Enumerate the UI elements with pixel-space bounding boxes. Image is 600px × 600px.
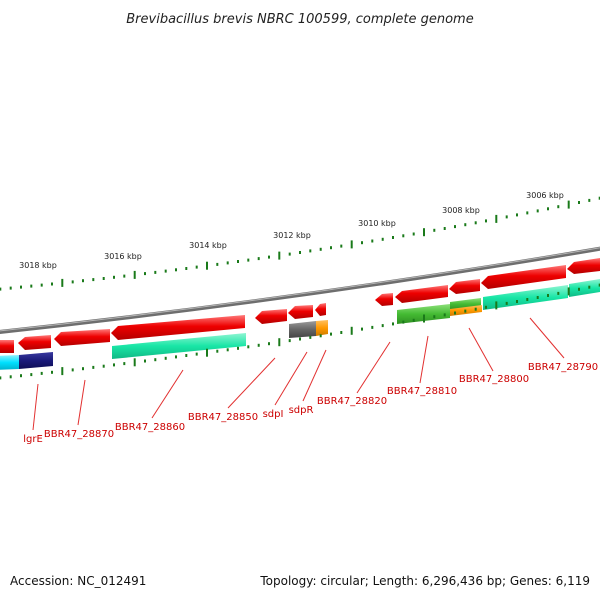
gene-labels: lgrE BBR47_28870 BBR47_28860 BBR47_28850… xyxy=(23,362,598,445)
genome-backbone-highlight xyxy=(0,247,600,332)
accession-text: Accession: NC_012491 xyxy=(10,574,146,588)
label-line-28810 xyxy=(419,335,429,384)
gene-arrow-lgrE[interactable] xyxy=(0,340,14,353)
gene-label-28870[interactable]: BBR47_28870 xyxy=(44,429,114,440)
map-title: Brevibacillus brevis NBRC 100599, comple… xyxy=(126,12,473,27)
genome-backbone xyxy=(0,246,600,334)
gene-label-sdpI[interactable]: sdpI xyxy=(263,409,284,420)
gene-label-28790[interactable]: BBR47_28790 xyxy=(528,362,598,373)
cds-cyan[interactable] xyxy=(0,355,19,370)
gene-arrow-28810[interactable] xyxy=(395,285,448,303)
cds-orange-sdpR[interactable] xyxy=(316,320,328,336)
gene-arrow-28870[interactable] xyxy=(54,329,110,346)
gene-label-28820[interactable]: BBR47_28820 xyxy=(317,396,387,407)
gene-label-28850[interactable]: BBR47_28850 xyxy=(188,412,258,423)
ruler-ticks xyxy=(0,196,600,291)
cds-track xyxy=(0,279,600,370)
cds-teal-28790[interactable] xyxy=(483,285,568,310)
label-line-28860 xyxy=(151,369,184,419)
cds-teal-28860[interactable] xyxy=(112,333,246,359)
label-line-lgrE xyxy=(32,383,39,431)
cds-navy[interactable] xyxy=(19,352,53,369)
label-line-28800 xyxy=(468,327,494,372)
gene-arrow-28850[interactable] xyxy=(255,309,287,324)
gene-arrow-28880[interactable] xyxy=(18,335,51,350)
ruler-label-3010: 3010 kbp xyxy=(358,219,396,228)
gene-label-28800[interactable]: BBR47_28800 xyxy=(459,374,529,385)
label-line-28850 xyxy=(227,357,276,409)
label-line-28790 xyxy=(529,317,565,359)
gene-arrow-sdpI[interactable] xyxy=(288,305,313,319)
cds-teal-28780[interactable] xyxy=(569,279,600,297)
ruler-label-3008: 3008 kbp xyxy=(442,206,480,215)
gene-arrow-28780[interactable] xyxy=(567,258,600,274)
ruler-label-3016: 3016 kbp xyxy=(104,252,142,261)
gene-arrow-28860[interactable] xyxy=(111,315,245,340)
label-line-sdpI xyxy=(274,351,308,406)
label-line-28870 xyxy=(77,379,86,426)
cds-green-28810[interactable] xyxy=(397,304,450,324)
gene-arrow-28800[interactable] xyxy=(449,279,480,294)
ruler-labels: 3018 kbp 3016 kbp 3014 kbp 3012 kbp 3010… xyxy=(19,191,564,270)
gene-track xyxy=(0,258,600,353)
ruler-label-3014: 3014 kbp xyxy=(189,241,227,250)
ruler-label-3018: 3018 kbp xyxy=(19,261,57,270)
gene-arrow-sdpR[interactable] xyxy=(315,303,326,316)
gene-label-lgrE[interactable]: lgrE xyxy=(23,434,43,445)
label-line-sdpR xyxy=(302,349,327,402)
label-line-28820 xyxy=(356,341,391,394)
gene-label-28810[interactable]: BBR47_28810 xyxy=(387,386,457,397)
gene-arrow-28820[interactable] xyxy=(375,293,393,306)
genome-summary-text: Topology: circular; Length: 6,296,436 bp… xyxy=(259,574,590,588)
gene-arrow-28790[interactable] xyxy=(481,265,566,289)
gene-label-28860[interactable]: BBR47_28860 xyxy=(115,422,185,433)
ruler-label-3006: 3006 kbp xyxy=(526,191,564,200)
cds-gray-sdpI[interactable] xyxy=(289,321,316,338)
gene-label-sdpR[interactable]: sdpR xyxy=(289,405,314,416)
label-lines xyxy=(32,317,565,431)
ruler-label-3012: 3012 kbp xyxy=(273,231,311,240)
